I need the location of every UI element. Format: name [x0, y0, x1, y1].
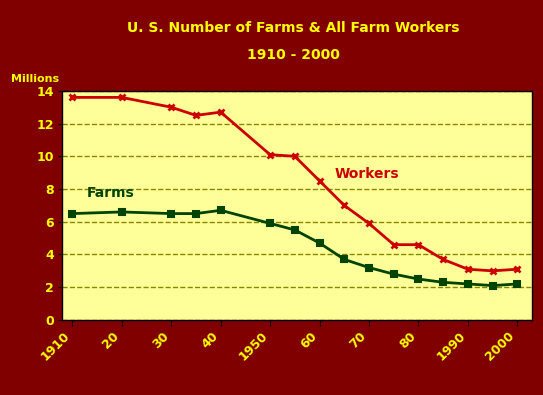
- Text: Millions: Millions: [11, 74, 59, 84]
- Text: U. S. Number of Farms & All Farm Workers: U. S. Number of Farms & All Farm Workers: [127, 21, 459, 35]
- Farms: [69, 211, 75, 216]
- Farms: [316, 241, 323, 245]
- Workers: [341, 203, 348, 208]
- Farms: [440, 280, 446, 285]
- Workers: [366, 221, 372, 226]
- Workers: [69, 95, 75, 100]
- Workers: [118, 95, 125, 100]
- Text: Workers: Workers: [334, 167, 399, 181]
- Farms: [366, 265, 372, 270]
- Farms: [514, 282, 521, 286]
- Workers: [390, 242, 397, 247]
- Farms: [267, 221, 273, 226]
- Workers: [316, 179, 323, 183]
- Text: Farms: Farms: [87, 186, 135, 200]
- Farms: [193, 211, 199, 216]
- Farms: [489, 283, 496, 288]
- Farms: [465, 282, 471, 286]
- Workers: [193, 113, 199, 118]
- Workers: [415, 242, 422, 247]
- Workers: [168, 105, 174, 109]
- Farms: [217, 208, 224, 213]
- Workers: [514, 267, 521, 272]
- Farms: [118, 210, 125, 214]
- Farms: [390, 272, 397, 276]
- Farms: [292, 228, 298, 232]
- Text: 1910 - 2000: 1910 - 2000: [247, 48, 340, 62]
- Farms: [415, 276, 422, 281]
- Workers: [465, 267, 471, 272]
- Workers: [489, 269, 496, 273]
- Farms: [168, 211, 174, 216]
- Workers: [440, 257, 446, 262]
- Line: Farms: Farms: [70, 207, 520, 288]
- Workers: [217, 110, 224, 115]
- Workers: [267, 152, 273, 157]
- Workers: [292, 154, 298, 159]
- Farms: [341, 257, 348, 262]
- Line: Workers: Workers: [69, 94, 521, 275]
